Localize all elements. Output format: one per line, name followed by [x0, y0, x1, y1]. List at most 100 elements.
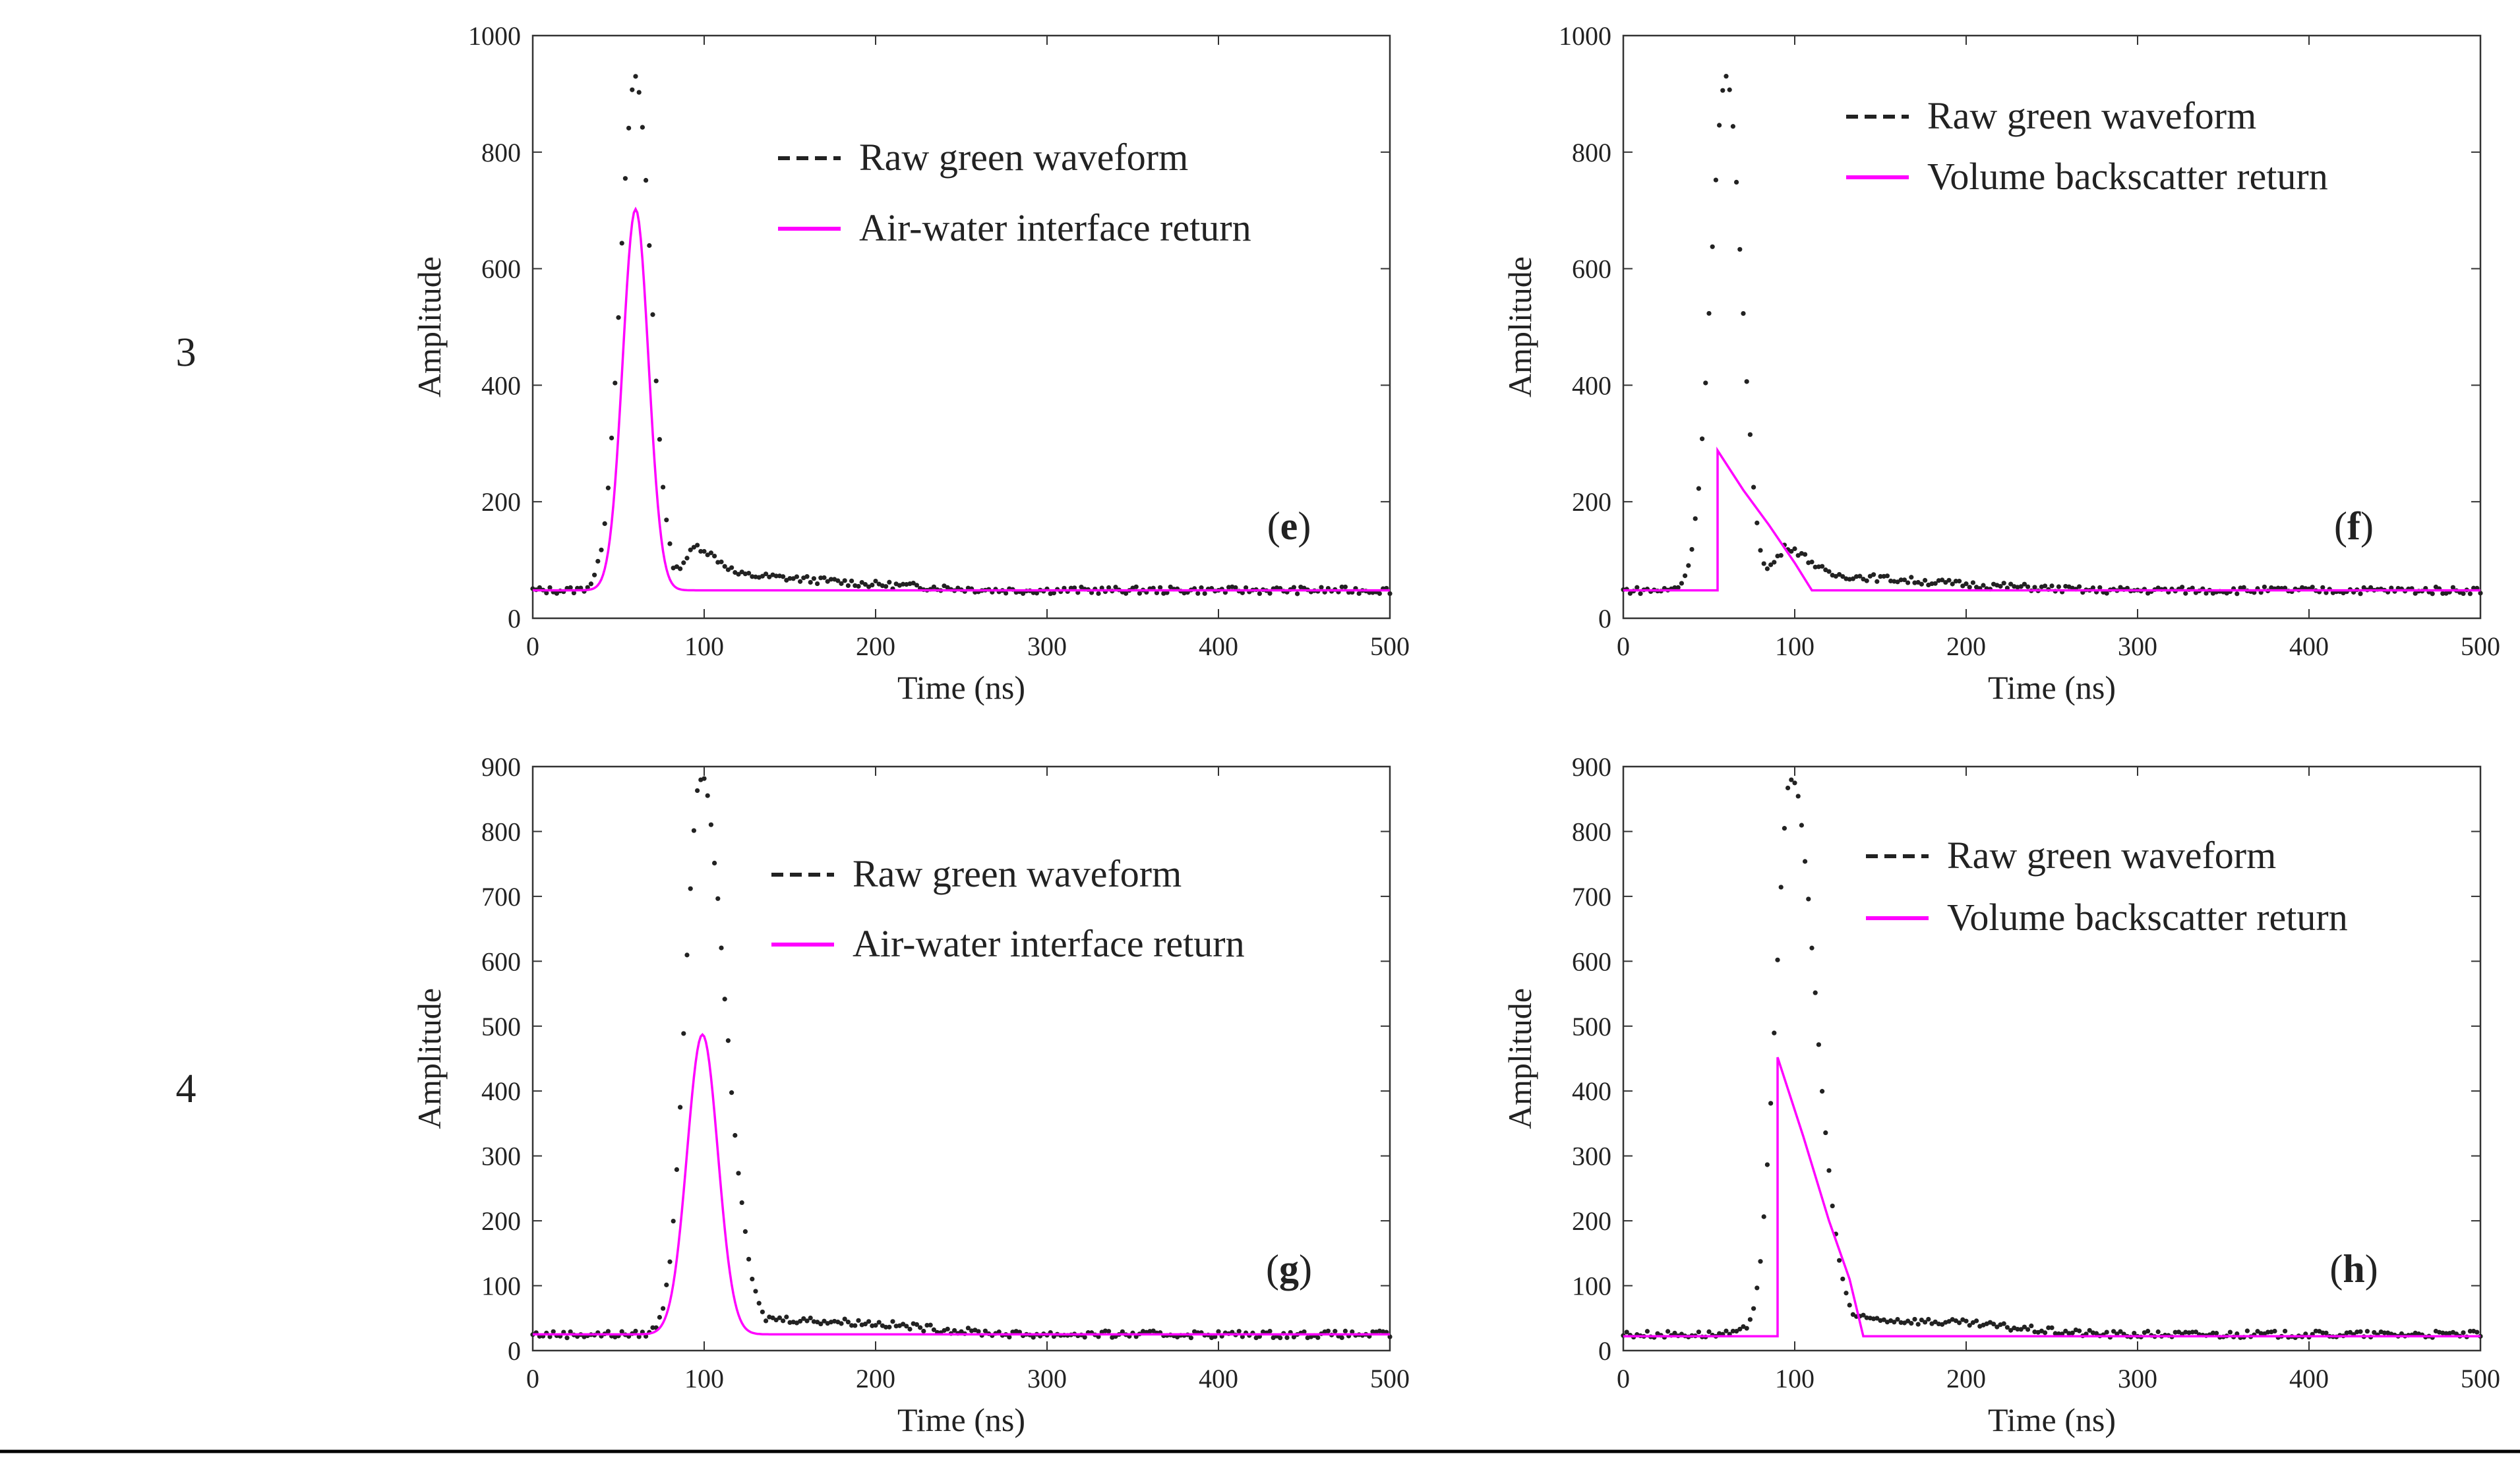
raw-point: [1689, 546, 1695, 552]
raw-point: [1315, 1335, 1321, 1340]
raw-point: [1137, 591, 1142, 596]
raw-point: [2004, 1325, 2010, 1330]
raw-point: [657, 1314, 663, 1320]
fit-series-h: [1623, 1057, 2480, 1338]
y-tick-label: 300: [481, 1142, 521, 1171]
raw-point: [736, 571, 741, 577]
raw-point: [739, 1200, 744, 1206]
raw-point: [2090, 585, 2095, 591]
raw-point: [1291, 1334, 1296, 1340]
raw-point: [801, 1316, 806, 1322]
legend-e: Raw green waveform Air-water interface re…: [778, 136, 1251, 249]
raw-point: [1737, 247, 1743, 252]
raw-point: [781, 574, 786, 579]
raw-point: [1957, 579, 1962, 584]
raw-point: [1387, 591, 1393, 597]
raw-point: [2444, 1331, 2449, 1336]
raw-point: [1892, 1320, 1897, 1325]
raw-point: [2155, 1329, 2161, 1335]
raw-point: [2049, 583, 2055, 589]
raw-point: [2324, 1330, 2329, 1335]
raw-point: [1844, 1291, 1849, 1296]
raw-point: [1734, 1329, 1739, 1334]
row-label-4: 4: [176, 1066, 196, 1111]
x-tick-label: 0: [1617, 1364, 1630, 1393]
raw-point: [1940, 1322, 1945, 1327]
raw-point: [839, 581, 844, 586]
raw-point: [1339, 1335, 1344, 1340]
legend-label-raw: Raw green waveform: [1947, 834, 2276, 877]
raw-point: [1820, 564, 1825, 569]
panel-h: 0 100 200 300 400 500 0 100 200 300 400 500 600 700 80…: [1501, 752, 2500, 1438]
raw-point: [633, 1328, 638, 1334]
raw-point: [2355, 1329, 2360, 1335]
raw-point: [2193, 1329, 2198, 1335]
raw-point: [1953, 1318, 1958, 1324]
raw-point: [2310, 585, 2315, 590]
legend-f: Raw green waveform Volume backscatter ret…: [1846, 94, 2328, 198]
raw-point: [798, 1318, 803, 1324]
raw-point: [945, 1326, 950, 1331]
raw-point: [640, 125, 645, 130]
raw-point: [2244, 1328, 2250, 1333]
x-tick-label: 100: [684, 631, 724, 661]
raw-point: [616, 315, 621, 320]
raw-point: [839, 1321, 844, 1326]
raw-point: [681, 560, 686, 566]
raw-point: [835, 578, 841, 583]
y-tick-label: 600: [1572, 947, 1611, 976]
raw-point: [1267, 1328, 1273, 1334]
raw-point: [708, 822, 713, 827]
raw-point: [1696, 1329, 1701, 1335]
raw-point: [2176, 1329, 2181, 1335]
x-tick-label: 300: [1027, 631, 1067, 661]
raw-point: [825, 579, 830, 584]
raw-point: [931, 1327, 936, 1332]
raw-point: [914, 583, 919, 588]
raw-point: [2467, 591, 2473, 597]
raw-point: [684, 556, 690, 561]
raw-point: [1730, 1328, 1735, 1334]
raw-point: [1778, 885, 1784, 890]
raw-point: [746, 1256, 752, 1262]
panel-label-g: (g): [1266, 1247, 1312, 1291]
raw-point: [1113, 585, 1118, 590]
raw-point: [653, 378, 659, 384]
raw-point: [1991, 1322, 1996, 1327]
raw-point: [1188, 1335, 1193, 1341]
raw-point: [804, 1318, 810, 1324]
raw-point: [1857, 573, 1863, 579]
raw-point: [1761, 1214, 1766, 1219]
x-tick-label: 500: [1370, 1364, 1410, 1393]
raw-point: [547, 1334, 553, 1339]
x-tick-label: 300: [2118, 631, 2157, 661]
raw-point: [742, 1229, 748, 1235]
raw-point: [650, 1325, 655, 1330]
raw-point: [870, 582, 875, 588]
raw-point: [568, 585, 573, 591]
raw-point: [1895, 1316, 1900, 1322]
raw-point: [1898, 577, 1904, 583]
panel-e: 0 100 200 300 400 500 0 200 400 600 800 1000 Time (n…: [411, 21, 1410, 706]
raw-point: [2043, 583, 2048, 589]
raw-point: [2118, 1329, 2123, 1334]
raw-point: [2018, 1327, 2024, 1332]
raw-point: [1912, 1316, 1917, 1322]
raw-point: [1778, 553, 1784, 558]
raw-point: [1744, 379, 1749, 384]
raw-point: [1199, 585, 1204, 591]
raw-point: [1747, 1317, 1753, 1322]
raw-point: [674, 1167, 679, 1173]
raw-point: [667, 541, 673, 546]
raw-point: [773, 573, 779, 579]
raw-point: [746, 570, 752, 576]
raw-point: [2204, 591, 2209, 596]
raw-point: [1202, 591, 1207, 597]
raw-point: [1151, 1328, 1156, 1333]
raw-point: [1837, 571, 1842, 577]
y-tick-label: 500: [481, 1012, 521, 1041]
plot-frame-f: [1622, 34, 2482, 620]
raw-point: [914, 1322, 919, 1328]
raw-point: [1051, 591, 1056, 596]
raw-point: [650, 312, 655, 317]
